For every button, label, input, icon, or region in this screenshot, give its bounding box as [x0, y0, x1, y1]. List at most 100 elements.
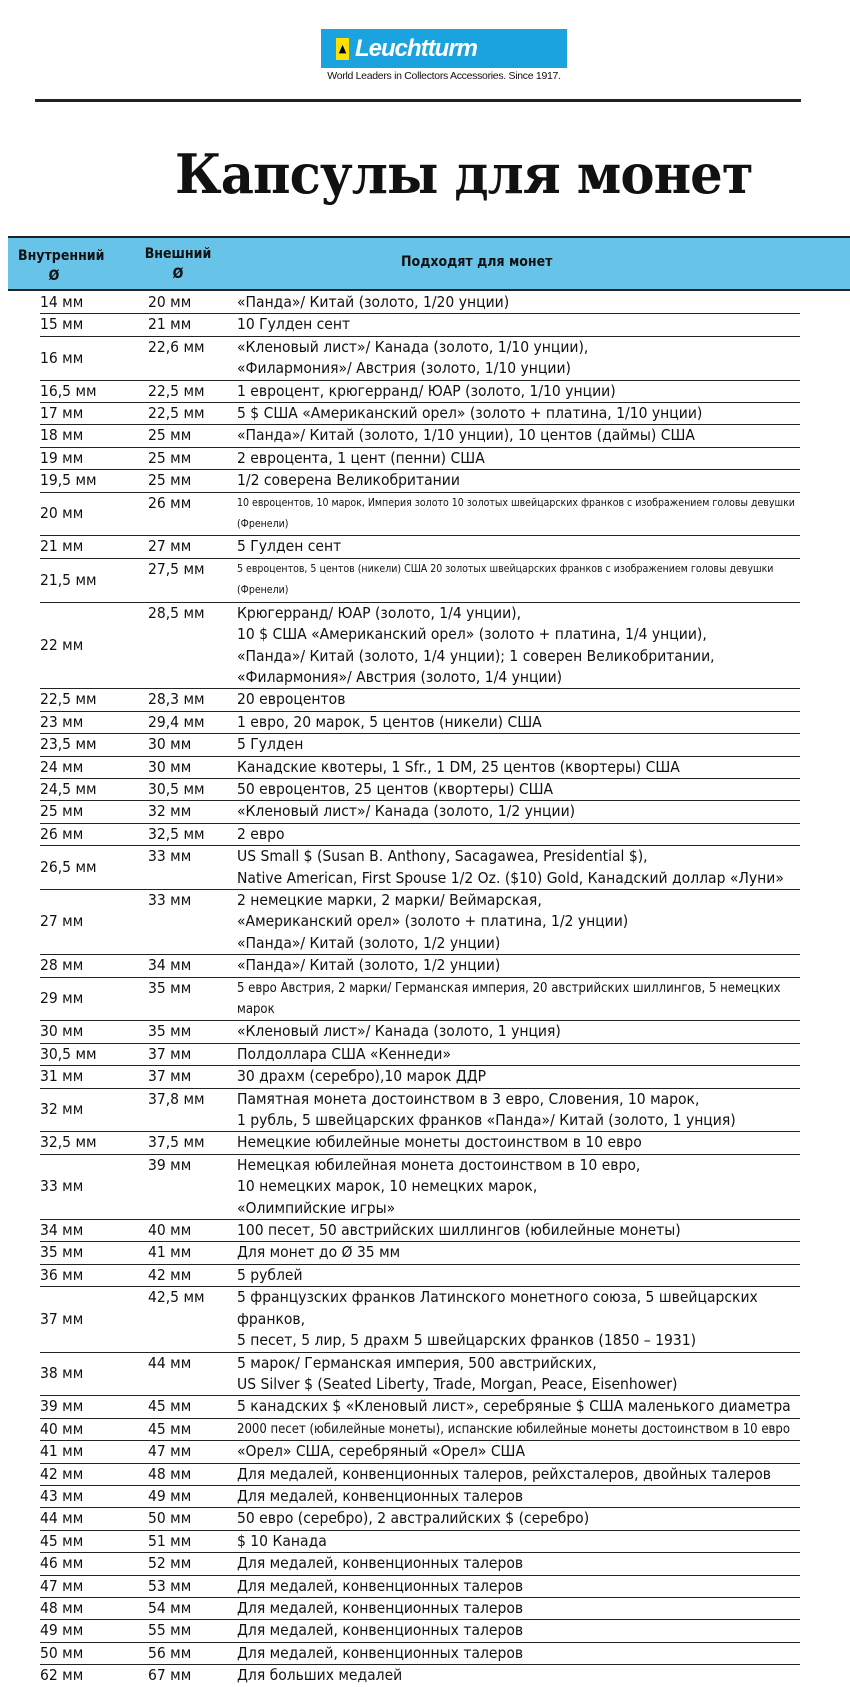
inner-diameter: 41 мм [40, 1442, 84, 1461]
suitable-coins: 1 евро, 20 марок, 5 центов (никели) США [237, 712, 542, 731]
inner-diameter: 30 мм [40, 1022, 84, 1041]
table-row: 19,5 мм 25 мм 1/2 соверена Великобритании [40, 470, 800, 493]
inner-diameter: 25 мм [40, 802, 84, 821]
table-row: 35 мм 41 мм Для монет до Ø 35 мм [40, 1242, 800, 1265]
outer-diameter: 25 мм [148, 448, 192, 467]
suitable-coins: 5 Гулден сент [237, 537, 342, 556]
table-row: 25 мм 32 мм «Кленовый лист»/ Канада (золот… [40, 801, 800, 824]
suitable-coins: Для монет до Ø 35 мм [237, 1243, 401, 1262]
outer-diameter: 53 мм [148, 1576, 192, 1595]
outer-diameter: 30,5 мм [148, 779, 205, 798]
table-row: 44 мм 50 мм 50 евро (серебро), 2 австралий… [40, 1508, 800, 1531]
inner-diameter: 28 мм [40, 956, 84, 975]
table-row: 27 мм 33 мм 2 немецкие марки, 2 марки/ Вей… [40, 890, 800, 956]
table-row: 29 мм 35 мм 5 евро Австрия, 2 марки/ Герма… [40, 978, 800, 1022]
outer-diameter: 30 мм [148, 735, 192, 754]
inner-diameter: 42 мм [40, 1464, 84, 1483]
suitable-coins: 50 евроцентов, 25 центов (квортеры) США [237, 779, 554, 798]
suitable-coins: Для медалей, конвенционных талеров [237, 1554, 524, 1573]
table-row: 38 мм 44 мм 5 марок/ Германская империя, 5… [40, 1353, 800, 1397]
table-row: 33 мм 39 мм Немецкая юбилейная монета дост… [40, 1155, 800, 1221]
table-row: 16,5 мм 22,5 мм 1 евроцент, крюгерранд/ ЮА… [40, 381, 800, 404]
suitable-coins: 20 евроцентов [237, 690, 346, 709]
suitable-coins: Для медалей, конвенционных талеров [237, 1621, 524, 1640]
inner-diameter: 21 мм [40, 537, 84, 556]
header-suitable-coins: Подходят для монет [401, 254, 553, 270]
outer-diameter: 42,5 мм [148, 1288, 205, 1307]
inner-diameter: 32,5 мм [40, 1133, 97, 1152]
table-row: 39 мм 45 мм 5 канадских $ «Кленовый лист»,… [40, 1396, 800, 1419]
inner-diameter: 48 мм [40, 1598, 84, 1617]
outer-diameter: 37,5 мм [148, 1133, 205, 1152]
table-row: 21 мм 27 мм 5 Гулден сент [40, 536, 800, 559]
table-row: 28 мм 34 мм «Панда»/ Китай (золото, 1/2 ун… [40, 955, 800, 978]
table-row: 47 мм 53 мм Для медалей, конвенционных тал… [40, 1576, 800, 1598]
outer-diameter: 45 мм [148, 1419, 192, 1438]
inner-diameter: 62 мм [40, 1666, 84, 1685]
table-row: 30 мм 35 мм «Кленовый лист»/ Канада (золот… [40, 1021, 800, 1044]
outer-diameter: 33 мм [148, 890, 192, 909]
outer-diameter: 51 мм [148, 1531, 192, 1550]
table-header: Внутренний Ø Внешний Ø Подходят для моне… [8, 236, 850, 291]
outer-diameter: 56 мм [148, 1643, 192, 1662]
suitable-coins: «Кленовый лист»/ Канада (золото, 1 унция… [237, 1022, 561, 1041]
outer-diameter: 22,5 мм [148, 381, 205, 400]
inner-diameter: 22,5 мм [40, 690, 97, 709]
inner-diameter: 30,5 мм [40, 1044, 97, 1063]
suitable-coins: Немецкая юбилейная монета достоинством в… [237, 1155, 641, 1217]
outer-diameter: 45 мм [148, 1397, 192, 1416]
suitable-coins: 5 Гулден [237, 735, 304, 754]
suitable-coins: 1 евроцент, крюгерранд/ ЮАР (золото, 1/1… [237, 381, 616, 400]
header-inner-diameter: Внутренний Ø [18, 248, 105, 284]
table-row: 21,5 мм 27,5 мм 5 евроцентов, 5 центов (ни… [40, 559, 800, 603]
table-row: 46 мм 52 мм Для медалей, конвенционных тал… [40, 1553, 800, 1576]
suitable-coins: 2 евро [237, 824, 285, 843]
outer-diameter: 42 мм [148, 1265, 192, 1284]
suitable-coins: US Small $ (Susan B. Anthony, Sacagawea,… [237, 847, 784, 887]
table-row: 18 мм 25 мм «Панда»/ Китай (золото, 1/10 у… [40, 425, 800, 448]
table-row: 23 мм 29,4 мм 1 евро, 20 марок, 5 центов (… [40, 712, 800, 735]
inner-diameter: 38 мм [40, 1364, 84, 1383]
table-row: 41 мм 47 мм «Орел» США, серебряный «Орел» … [40, 1441, 800, 1464]
table-row: 31 мм 37 мм 30 драхм (серебро),10 марок ДД… [40, 1066, 800, 1089]
table-row: 43 мм 49 мм Для медалей, конвенционных тал… [40, 1486, 800, 1509]
outer-diameter: 50 мм [148, 1509, 192, 1528]
outer-diameter: 27 мм [148, 537, 192, 556]
inner-diameter: 24 мм [40, 757, 84, 776]
inner-diameter: 19,5 мм [40, 471, 97, 490]
inner-diameter: 29 мм [40, 989, 84, 1008]
brand-logo: ▲ Leuchtturm [321, 29, 567, 68]
outer-diameter: 40 мм [148, 1221, 192, 1240]
table-row: 20 мм 26 мм 10 евроцентов, 10 марок, Импер… [40, 493, 800, 537]
outer-diameter: 28,5 мм [148, 603, 205, 622]
suitable-coins: 1/2 соверена Великобритании [237, 471, 460, 490]
brand-tagline: World Leaders in Collectors Accessories.… [327, 70, 561, 82]
suitable-coins: 2 евроцента, 1 цент (пенни) США [237, 448, 485, 467]
outer-diameter: 22,5 мм [148, 404, 205, 423]
outer-diameter: 47 мм [148, 1442, 192, 1461]
table-row: 26,5 мм 33 мм US Small $ (Susan B. Anthony… [40, 846, 800, 890]
inner-diameter: 36 мм [40, 1265, 84, 1284]
outer-diameter: 32,5 мм [148, 824, 205, 843]
outer-diameter: 55 мм [148, 1621, 192, 1640]
outer-diameter: 20 мм [148, 293, 192, 311]
outer-diameter: 33 мм [148, 847, 192, 866]
outer-diameter: 34 мм [148, 956, 192, 975]
suitable-coins: Для больших медалей [237, 1666, 403, 1685]
inner-diameter: 23 мм [40, 712, 84, 731]
inner-diameter: 32 мм [40, 1100, 84, 1119]
inner-diameter: 33 мм [40, 1177, 84, 1196]
table-row: 19 мм 25 мм 2 евроцента, 1 цент (пенни) СШ… [40, 448, 800, 471]
table-row: 17 мм 22,5 мм 5 $ США «Американский орел» … [40, 403, 800, 426]
outer-diameter: 25 мм [148, 426, 192, 445]
inner-diameter: 43 мм [40, 1486, 84, 1505]
inner-diameter: 49 мм [40, 1621, 84, 1640]
outer-diameter: 25 мм [148, 471, 192, 490]
inner-diameter: 24,5 мм [40, 779, 97, 798]
suitable-coins: 5 марок/ Германская империя, 500 австрий… [237, 1353, 678, 1393]
table-row: 32 мм 37,8 мм Памятная монета достоинством… [40, 1089, 800, 1133]
suitable-coins: 10 Гулден сент [237, 315, 351, 334]
suitable-coins: «Панда»/ Китай (золото, 1/10 унции), 10 … [237, 426, 695, 445]
outer-diameter: 37 мм [148, 1067, 192, 1086]
table-row: 16 мм 22,6 мм «Кленовый лист»/ Канада (зол… [40, 337, 800, 381]
